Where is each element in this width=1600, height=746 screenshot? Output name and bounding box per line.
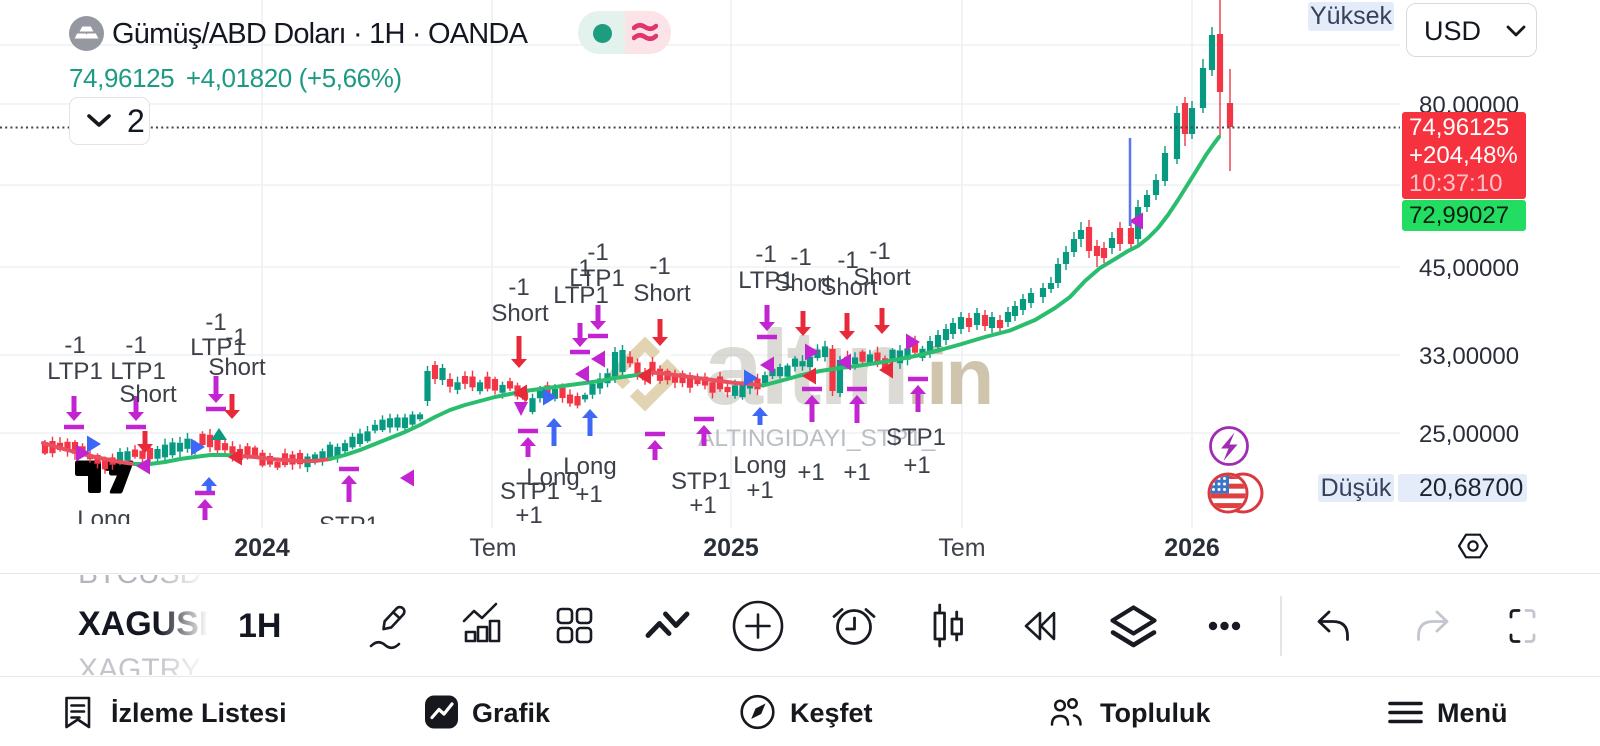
svg-text:+1: +1 [515,502,542,529]
svg-text:Short: Short [820,274,878,301]
svg-text:-1: -1 [790,244,811,271]
svg-text:LTP1: LTP1 [738,267,794,294]
svg-text:Short: Short [491,300,549,327]
svg-text:Long: Long [563,453,616,480]
svg-text:-1: -1 [570,255,591,282]
svg-text:Short: Short [119,381,177,408]
svg-text:STP1: STP1 [500,478,560,505]
svg-text:+1: +1 [746,477,773,504]
svg-text:Long: Long [77,506,130,533]
svg-text:-1: -1 [205,309,226,336]
svg-text:+1: +1 [903,452,930,479]
svg-text:STP1: STP1 [319,512,379,539]
svg-text:LTP1: LTP1 [190,334,246,361]
svg-text:LTP1: LTP1 [553,282,609,309]
svg-text:Short: Short [633,280,691,307]
svg-text:Tem: Tem [469,534,516,562]
svg-text:Short: Short [853,264,911,291]
svg-text:-1: -1 [125,332,146,359]
svg-text:-1: -1 [587,239,608,266]
svg-text:+1: +1 [575,481,602,508]
svg-text:-1: -1 [508,274,529,301]
svg-text:+1: +1 [843,459,870,486]
svg-text:-1: -1 [837,247,858,274]
svg-text:2025: 2025 [703,534,759,562]
svg-text:Long: Long [733,452,786,479]
svg-text:STP1: STP1 [886,424,946,451]
svg-text:Short: Short [208,354,266,381]
svg-text:Tem: Tem [938,534,985,562]
svg-text:+1: +1 [797,459,824,486]
svg-text:LTP1: LTP1 [47,358,103,385]
svg-text:-1: -1 [64,332,85,359]
svg-text:STP1: STP1 [671,468,731,495]
svg-text:ALTINGIDAYI_STP1_: ALTINGIDAYI_STP1_ [698,425,936,452]
svg-text:-1: -1 [649,253,670,280]
svg-text:+1: +1 [689,492,716,519]
svg-text:-1: -1 [869,238,890,265]
svg-text:LTP1: LTP1 [110,358,166,385]
svg-text:2024: 2024 [234,534,290,562]
svg-text:LTP1: LTP1 [569,265,625,292]
svg-text:-1: -1 [225,324,246,351]
svg-text:Long: Long [526,464,579,491]
svg-text:Short: Short [774,270,832,297]
svg-text:2026: 2026 [1164,534,1220,562]
svg-text:-1: -1 [755,241,776,268]
